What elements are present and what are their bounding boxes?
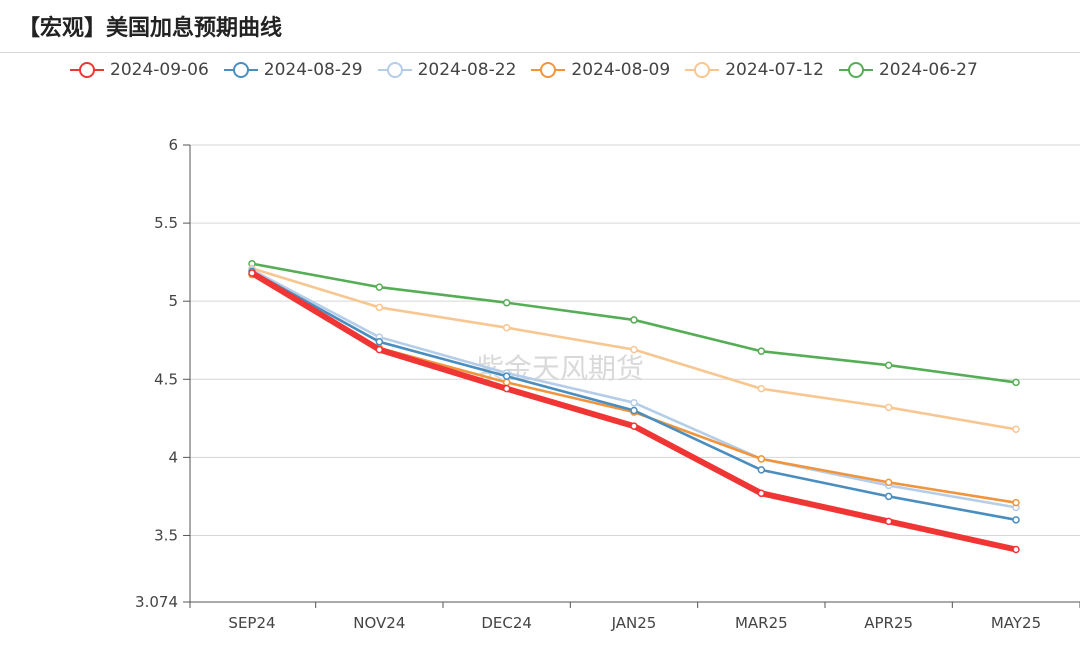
legend-label: 2024-09-06 bbox=[110, 60, 209, 80]
data-point bbox=[630, 398, 638, 407]
y-tick-label: 3.5 bbox=[154, 526, 178, 544]
x-tick-label: DEC24 bbox=[481, 614, 532, 632]
y-tick-label: 6 bbox=[168, 136, 178, 154]
legend-line-circle-icon bbox=[685, 62, 720, 78]
data-point bbox=[502, 323, 511, 332]
series-line bbox=[250, 268, 1018, 509]
legend-item[interactable]: 2024-06-27 bbox=[838, 60, 978, 80]
y-tick-label: 5 bbox=[168, 292, 178, 310]
legend-item[interactable]: 2024-07-12 bbox=[685, 60, 824, 80]
series-2024-06-27 bbox=[248, 259, 1020, 387]
x-axis-ticks: SEP24 NOV24 DEC24 JAN25 MAR25 APR25 MAY25 bbox=[189, 601, 1080, 632]
legend-line-circle-icon bbox=[838, 62, 873, 78]
data-point bbox=[630, 345, 638, 354]
data-point bbox=[630, 406, 638, 415]
legend-item[interactable]: 2024-09-06 bbox=[70, 60, 209, 80]
data-point bbox=[757, 347, 766, 355]
series-2024-09-06 bbox=[248, 269, 1020, 554]
data-point bbox=[884, 478, 893, 487]
data-point bbox=[884, 492, 893, 501]
data-point bbox=[884, 517, 893, 526]
data-point bbox=[757, 489, 766, 498]
legend-line-circle-icon bbox=[377, 62, 412, 78]
series-lines bbox=[248, 259, 1020, 554]
data-point bbox=[630, 422, 638, 430]
legend-label: 2024-08-22 bbox=[417, 60, 517, 80]
data-point bbox=[630, 316, 638, 324]
series-line bbox=[250, 273, 1018, 505]
y-axis-ticks: 3.074 3.5 4 4.5 5 5.5 6 bbox=[135, 136, 191, 611]
data-point bbox=[375, 303, 384, 312]
x-tick-label: JAN25 bbox=[611, 614, 657, 632]
data-point bbox=[502, 372, 511, 380]
x-tick-label: MAR25 bbox=[735, 614, 788, 632]
data-point bbox=[375, 283, 384, 291]
data-point bbox=[375, 345, 384, 354]
data-point bbox=[1012, 516, 1020, 524]
legend-label: 2024-08-29 bbox=[263, 60, 363, 80]
data-point bbox=[502, 384, 511, 393]
watermark-text: 紫金天风期货 bbox=[476, 352, 644, 385]
data-point bbox=[248, 269, 256, 277]
data-point bbox=[757, 466, 766, 474]
legend-line-circle-icon bbox=[223, 62, 258, 78]
data-point bbox=[502, 378, 511, 387]
data-point bbox=[1012, 378, 1020, 387]
data-point bbox=[1012, 425, 1020, 434]
legend-item[interactable]: 2024-08-22 bbox=[377, 60, 517, 80]
legend-line-circle-icon bbox=[70, 62, 104, 78]
y-tick-label: 3.074 bbox=[135, 593, 178, 611]
x-tick-label: SEP24 bbox=[228, 614, 275, 632]
series-2024-08-09 bbox=[248, 270, 1020, 507]
y-tick-label: 4.5 bbox=[154, 370, 178, 388]
chart-title: 【宏观】美国加息预期曲线 bbox=[18, 16, 283, 41]
legend-label: 2024-07-12 bbox=[725, 60, 824, 80]
data-point bbox=[502, 298, 511, 307]
legend-item[interactable]: 2024-08-29 bbox=[223, 60, 363, 80]
legend-label: 2024-06-27 bbox=[878, 60, 978, 80]
data-point bbox=[884, 361, 893, 369]
y-tick-label: 5.5 bbox=[154, 214, 178, 232]
chart-legend: 2024-09-06 2024-08-29 2024-08-22 2024-08-09… bbox=[70, 56, 993, 84]
data-point bbox=[1012, 545, 1020, 554]
legend-item[interactable]: 2024-08-09 bbox=[531, 60, 670, 80]
legend-line-circle-icon bbox=[531, 62, 566, 78]
data-point bbox=[884, 403, 893, 412]
y-tick-label: 4 bbox=[168, 448, 178, 466]
data-point bbox=[375, 338, 384, 346]
x-tick-label: MAY25 bbox=[991, 614, 1041, 632]
x-tick-label: NOV24 bbox=[353, 614, 405, 632]
data-point bbox=[757, 384, 766, 393]
series-line bbox=[250, 270, 1018, 522]
title-divider bbox=[0, 52, 1080, 53]
grid-lines bbox=[190, 144, 1080, 536]
data-point bbox=[757, 455, 766, 463]
x-tick-label: APR25 bbox=[864, 614, 913, 632]
data-point bbox=[1012, 498, 1020, 507]
legend-label: 2024-08-09 bbox=[571, 60, 671, 80]
